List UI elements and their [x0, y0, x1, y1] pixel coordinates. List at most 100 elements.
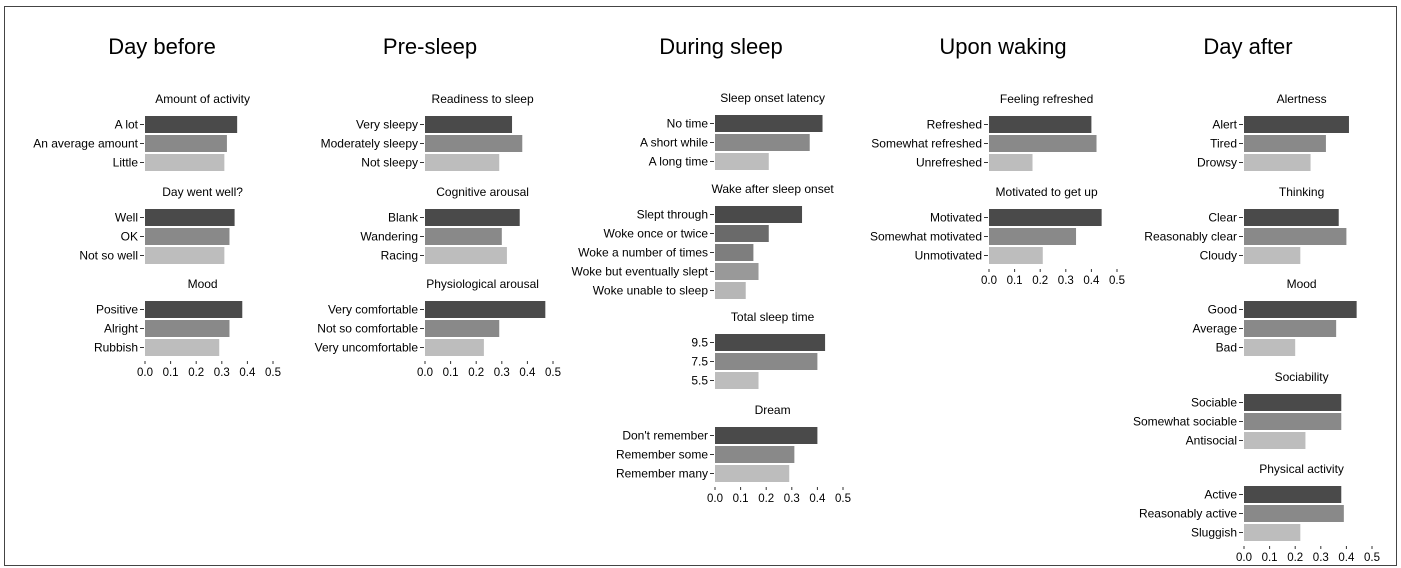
x-tick-label: 0.0 [707, 493, 723, 505]
category-label: Not sleepy [361, 156, 418, 170]
bar [145, 228, 230, 245]
category-label: Remember many [616, 467, 708, 481]
bar [989, 209, 1102, 226]
x-tick-label: 0.1 [443, 367, 459, 379]
bar [145, 301, 243, 318]
category-label: Reasonably clear [1144, 230, 1237, 244]
category-label: Alright [104, 322, 139, 336]
panel: Alertness Alert Tired Drowsy [1197, 92, 1349, 171]
bar [1244, 228, 1347, 245]
panel-title: Day went well? [162, 185, 243, 199]
bar [425, 154, 500, 171]
panel: Cognitive arousal Blank Wandering Racing [360, 185, 529, 264]
category-label: Positive [96, 303, 138, 317]
bar [425, 320, 500, 337]
x-axis: 0.0 0.1 0.2 0.3 0.4 0.5 [1236, 546, 1380, 564]
x-tick-label: 0.2 [1032, 275, 1048, 287]
bar [145, 209, 235, 226]
category-label: Very sleepy [356, 118, 418, 132]
column-title: Upon waking [939, 34, 1066, 59]
panel-title: Wake after sleep onset [711, 182, 834, 196]
bar [1244, 209, 1339, 226]
panel: Mood Positive Alright Rubbish [94, 277, 243, 356]
category-label: Sluggish [1191, 526, 1237, 540]
bar [1244, 339, 1296, 356]
x-tick-label: 0.4 [1338, 552, 1355, 564]
panel-title: Sleep onset latency [720, 91, 825, 105]
bar [1244, 247, 1301, 264]
panel: Dream Don't remember Remember some Remember… [616, 403, 818, 482]
bar [715, 263, 759, 280]
x-axis: 0.0 0.1 0.2 0.3 0.4 0.5 [417, 361, 561, 379]
bar [715, 225, 769, 242]
x-axis: 0.0 0.1 0.2 0.3 0.4 0.5 [137, 361, 281, 379]
figure-frame [4, 6, 1397, 566]
bar [1244, 524, 1301, 541]
category-label: Well [115, 211, 138, 225]
x-tick-label: 0.4 [519, 367, 536, 379]
bar [425, 339, 484, 356]
x-tick-label: 0.5 [1109, 275, 1125, 287]
bar [145, 116, 238, 133]
x-tick-label: 0.0 [1236, 552, 1252, 564]
x-tick-label: 0.3 [214, 367, 230, 379]
category-label: 7.5 [691, 355, 708, 369]
bar [1244, 116, 1349, 133]
bar [1244, 432, 1306, 449]
bar [989, 247, 1043, 264]
bar [145, 247, 225, 264]
bar [715, 465, 790, 482]
panel-title: Alertness [1277, 92, 1327, 106]
column-4: Day after Alertness Alert Tired Drowsy Thinki… [1133, 34, 1380, 564]
column-3: Upon waking Feeling refreshed Refreshed Som… [870, 34, 1125, 287]
category-label: Little [113, 156, 139, 170]
category-label: Sociable [1191, 396, 1237, 410]
category-label: Active [1204, 488, 1237, 502]
x-tick-label: 0.2 [1287, 552, 1303, 564]
bar [715, 353, 818, 370]
panel: Sociability Sociable Somewhat sociable Anti… [1133, 370, 1342, 449]
bar [425, 209, 520, 226]
panel: Feeling refreshed Refreshed Somewhat refre… [871, 92, 1097, 171]
bar [1244, 301, 1357, 318]
x-tick-label: 0.2 [188, 367, 204, 379]
category-label: Very comfortable [328, 303, 418, 317]
x-tick-label: 0.5 [545, 367, 561, 379]
category-label: Very uncomfortable [315, 341, 419, 355]
category-label: An average amount [33, 137, 138, 151]
bar [1244, 135, 1326, 152]
category-label: Unmotivated [915, 249, 982, 263]
panel-title: Feeling refreshed [1000, 92, 1093, 106]
bar [715, 446, 795, 463]
category-label: A lot [115, 118, 139, 132]
panel-title: Sociability [1275, 370, 1329, 384]
category-label: A long time [649, 155, 709, 169]
panel-title: Mood [188, 277, 218, 291]
category-label: Bad [1216, 341, 1237, 355]
bar [989, 135, 1097, 152]
bar [715, 244, 754, 261]
column-title: During sleep [659, 34, 783, 59]
category-label: Slept through [637, 208, 708, 222]
bar [1244, 486, 1342, 503]
panel: Day went well? Well OK Not so well [79, 185, 243, 264]
category-label: A short while [640, 136, 708, 150]
x-tick-label: 0.4 [809, 493, 826, 505]
category-label: Wandering [360, 230, 418, 244]
x-tick-label: 0.0 [981, 275, 997, 287]
panel: Total sleep time 9.5 7.5 5.5 [691, 310, 826, 389]
x-tick-label: 0.1 [163, 367, 179, 379]
bar [715, 372, 759, 389]
category-label: Unrefreshed [916, 156, 982, 170]
bar [1244, 413, 1342, 430]
bar [989, 154, 1033, 171]
category-label: Reasonably active [1139, 507, 1237, 521]
bar [425, 116, 513, 133]
bar [145, 135, 227, 152]
column-title: Pre-sleep [383, 34, 477, 59]
x-axis: 0.0 0.1 0.2 0.3 0.4 0.5 [707, 487, 851, 505]
bar [1244, 394, 1342, 411]
x-tick-label: 0.3 [494, 367, 510, 379]
category-label: Woke but eventually slept [571, 265, 708, 279]
